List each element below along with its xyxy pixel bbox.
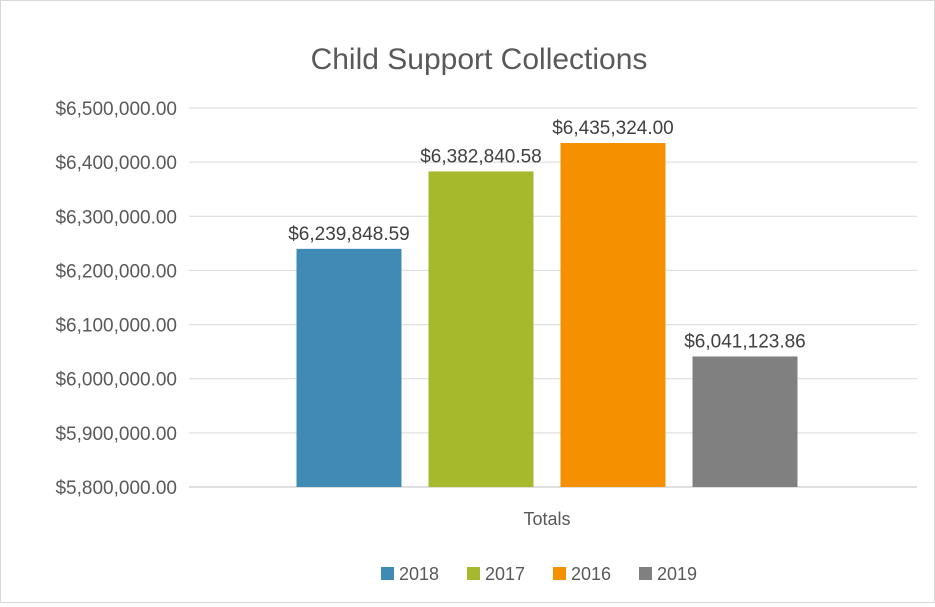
bar-2016	[560, 143, 666, 487]
data-label-2016: $6,435,324.00	[552, 118, 674, 139]
bars	[296, 143, 798, 487]
y-tick-label: $6,500,000.00	[55, 99, 177, 120]
data-label-2017: $6,382,840.58	[420, 146, 542, 167]
chart-title: Child Support Collections	[311, 43, 648, 76]
legend-label: 2019	[657, 564, 697, 584]
legend-swatch	[553, 567, 566, 580]
y-tick-label: $5,800,000.00	[55, 478, 177, 499]
legend-item-2016: 2016	[553, 564, 611, 584]
bar-2018	[296, 248, 402, 487]
y-tick-label: $6,300,000.00	[55, 207, 177, 228]
legend-label: 2016	[571, 564, 611, 584]
legend-item-2019: 2019	[639, 564, 697, 584]
y-tick-label: $6,100,000.00	[55, 316, 177, 337]
bar-2017	[428, 171, 534, 487]
y-tick-label: $6,400,000.00	[55, 153, 177, 174]
y-tick-label: $6,200,000.00	[55, 261, 177, 282]
legend: 2018 2017 2016 2019	[381, 564, 697, 584]
legend-item-2017: 2017	[467, 564, 525, 584]
y-axis-tick-labels: $5,800,000.00 $5,900,000.00 $6,000,000.00 $…	[55, 99, 177, 499]
data-label-2019: $6,041,123.86	[684, 331, 806, 352]
y-tick-label: $5,900,000.00	[55, 424, 177, 445]
legend-label: 2017	[485, 564, 525, 584]
legend-swatch	[381, 567, 394, 580]
x-axis-category-labels: Totals	[523, 509, 570, 529]
bar-2019	[692, 356, 798, 487]
legend-swatch	[467, 567, 480, 580]
legend-swatch	[639, 567, 652, 580]
data-label-2018: $6,239,848.59	[288, 224, 410, 245]
y-tick-label: $6,000,000.00	[55, 370, 177, 391]
x-category-label: Totals	[523, 509, 570, 529]
legend-item-2018: 2018	[381, 564, 439, 584]
legend-label: 2018	[399, 564, 439, 584]
data-labels: $6,239,848.59 $6,382,840.58 $6,435,324.00 $…	[288, 118, 806, 352]
